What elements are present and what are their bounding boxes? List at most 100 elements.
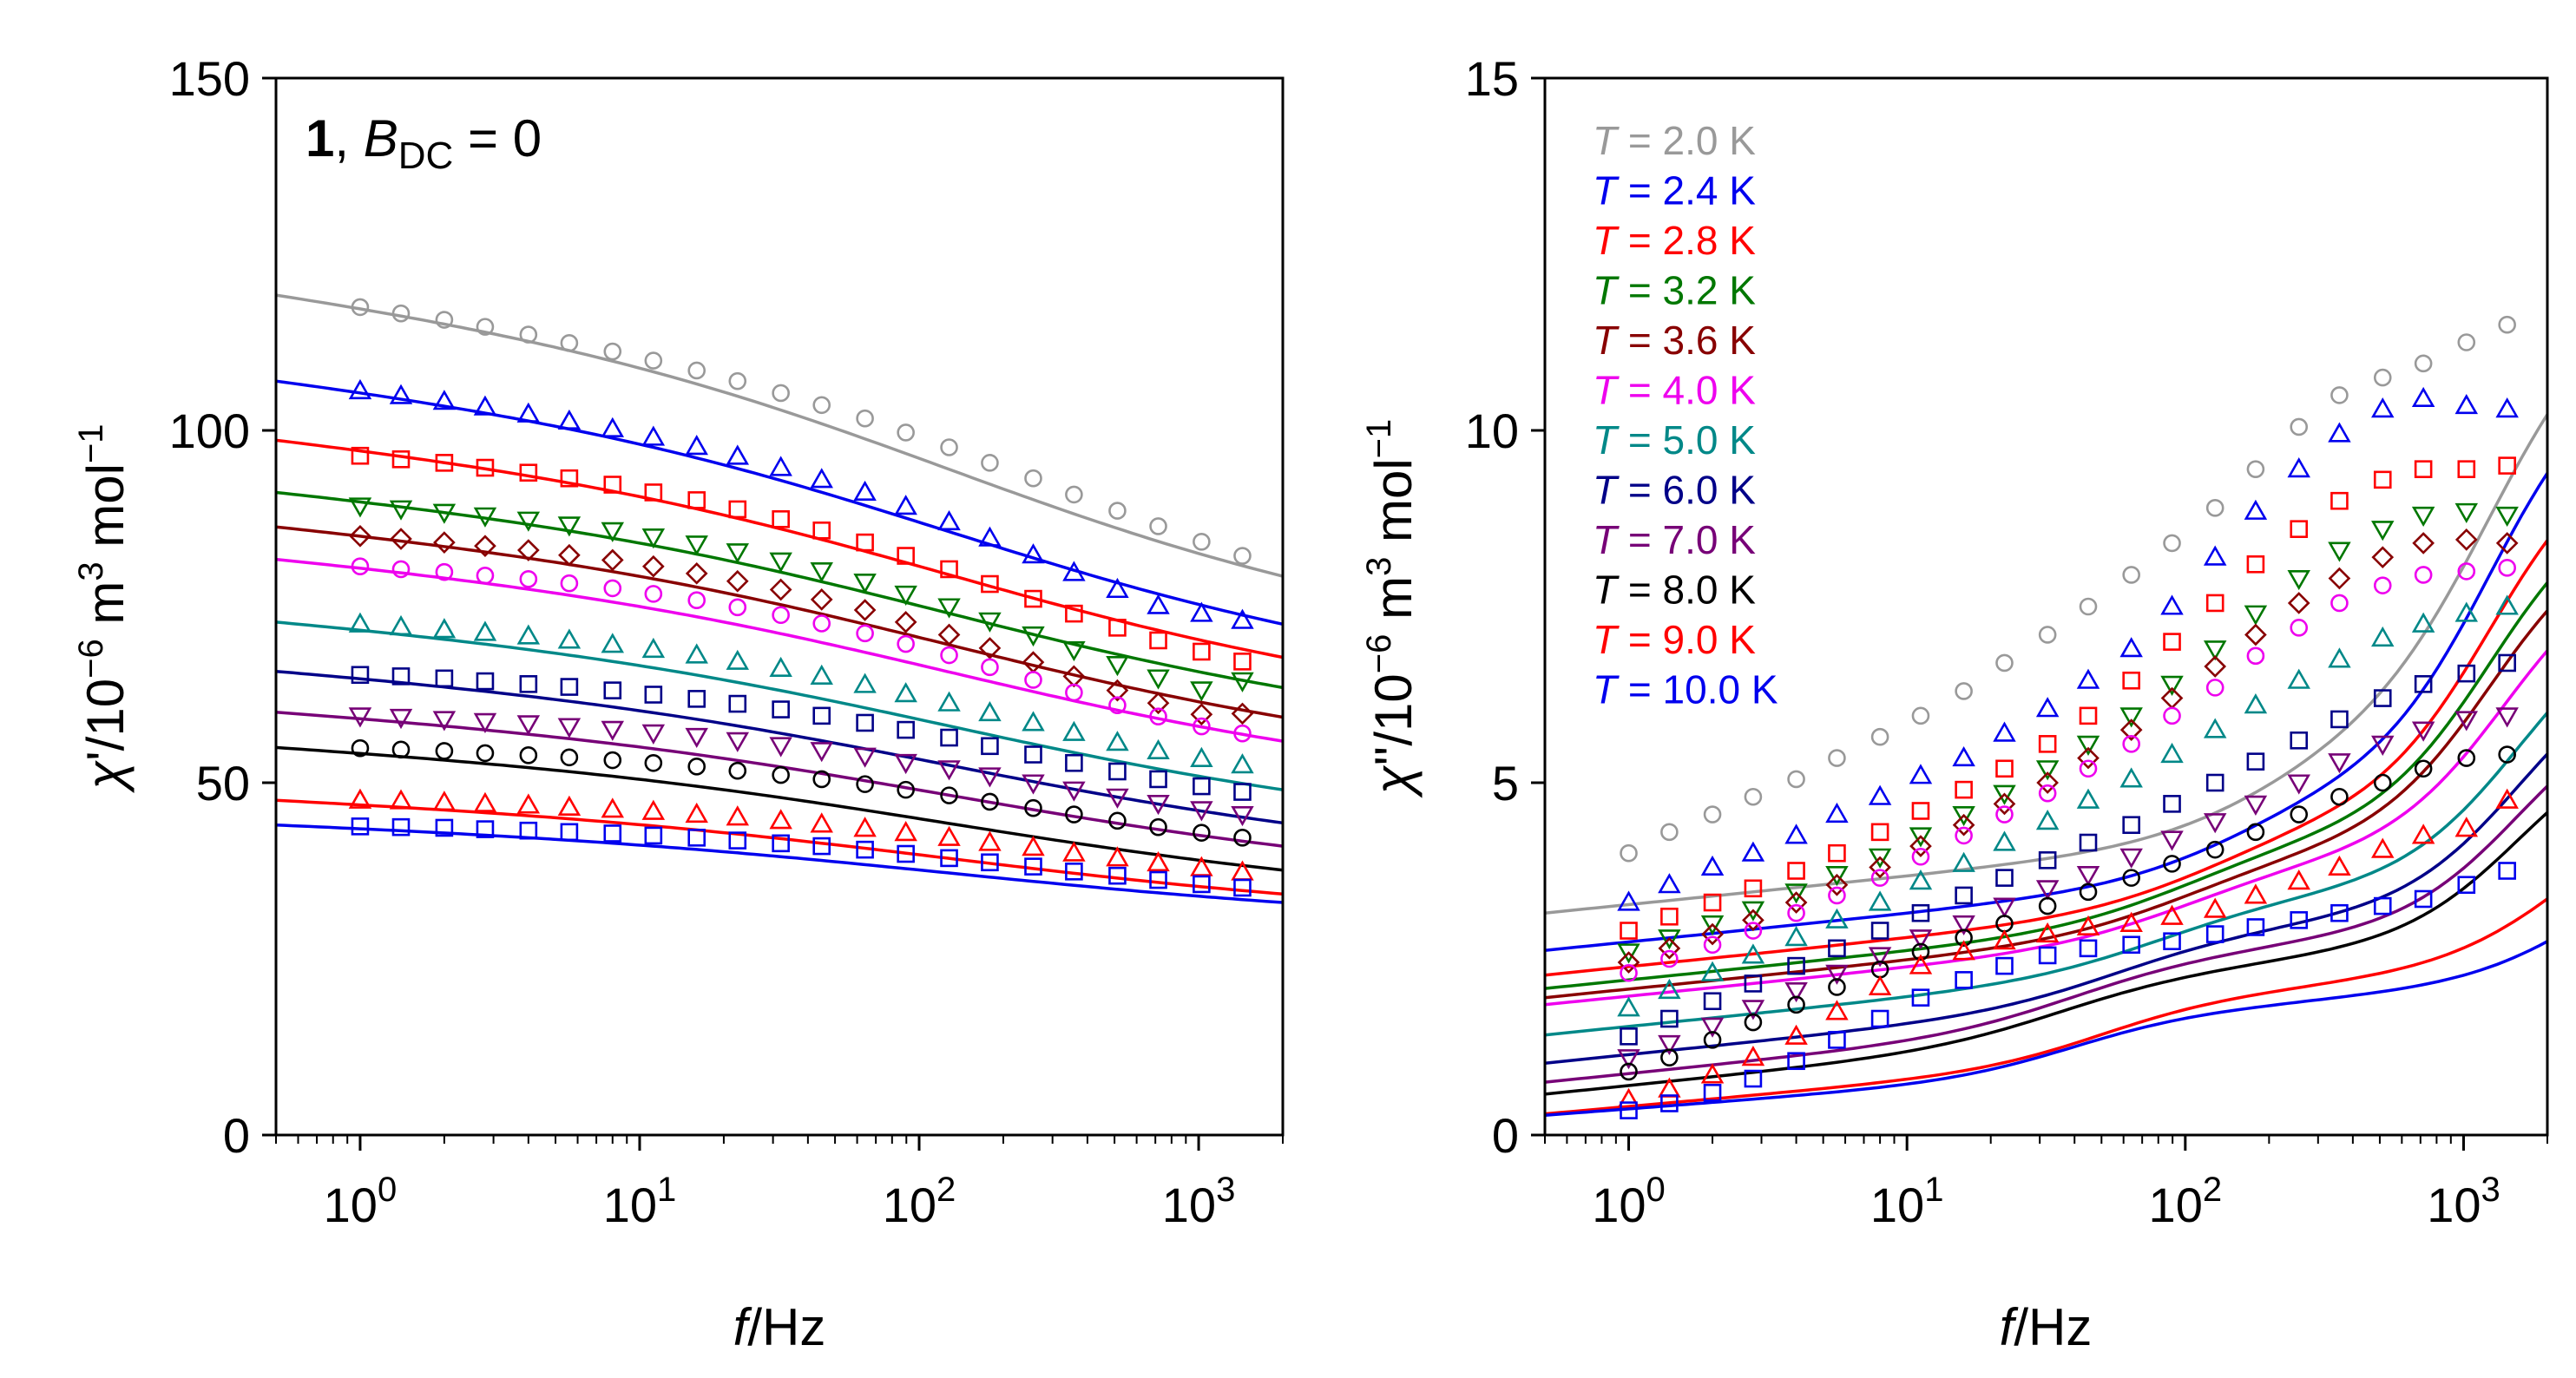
left-data-point <box>1190 801 1213 822</box>
left-panel-label: 1, BDC = 0 <box>306 109 542 177</box>
left-data-point <box>519 821 538 840</box>
right-data-point <box>1787 956 1805 975</box>
right-x-label-unit: /Hz <box>2014 1298 2092 1356</box>
right-data-point <box>1658 929 1681 950</box>
right-data-point <box>2498 456 2516 475</box>
left-data-point <box>940 786 958 804</box>
left-data-point <box>1108 619 1127 637</box>
left-data-point <box>772 510 790 528</box>
right-y-axis-label: χ''/10−6 m3 mol−1 <box>1360 419 1423 799</box>
left-data-point <box>1233 653 1252 671</box>
right-series-11 <box>1544 788 2549 1116</box>
left-data-point <box>1024 589 1042 608</box>
right-data-point <box>1741 901 1765 922</box>
right-data-point <box>2119 637 2143 658</box>
right-fit-curve <box>1544 649 2549 1007</box>
right-data-point <box>1909 869 1933 890</box>
right-data-point <box>1952 851 1975 872</box>
right-data-point <box>2411 386 2435 408</box>
right-data-point <box>2122 566 2140 584</box>
right-data-point <box>1993 897 2016 918</box>
left-data-point <box>810 588 833 611</box>
left-data-point <box>894 495 917 515</box>
left-data-point <box>1233 829 1252 847</box>
left-data-point <box>1022 836 1045 856</box>
left-data-point <box>1024 745 1042 764</box>
left-data-point <box>769 809 792 830</box>
right-data-point <box>2495 506 2519 528</box>
left-x-tick-label: 102 <box>883 1171 956 1232</box>
right-data-point <box>1828 939 1846 958</box>
left-data-point <box>685 561 708 585</box>
right-data-point <box>1828 886 1846 905</box>
right-data-point <box>2035 880 2060 901</box>
right-data-point <box>1658 978 1681 1000</box>
left-data-point <box>435 311 454 329</box>
left-data-point <box>435 454 454 472</box>
left-data-point <box>687 690 706 708</box>
left-data-point <box>810 562 833 583</box>
left-data-point <box>473 620 497 641</box>
left-series-5 <box>275 524 1284 726</box>
left-data-point <box>432 503 457 524</box>
left-data-point <box>853 747 877 768</box>
right-data-point <box>1620 1062 1638 1081</box>
left-data-point <box>435 742 454 760</box>
right-data-point <box>1909 835 1932 857</box>
right-data-point <box>1911 942 1930 961</box>
left-data-point <box>940 646 958 665</box>
left-data-point <box>557 628 582 649</box>
left-data-point <box>432 618 457 639</box>
left-data-point <box>1233 547 1252 565</box>
left-panel-label-rest: = 0 <box>453 109 542 167</box>
left-data-point <box>856 533 874 552</box>
right-data-point <box>1995 653 2014 673</box>
right-data-point <box>2414 354 2433 373</box>
right-series-layer <box>1544 315 2549 1119</box>
right-data-point <box>2287 457 2310 478</box>
left-x-tick-label: 101 <box>603 1171 677 1232</box>
right-data-point <box>1825 908 1849 929</box>
left-series-7 <box>275 612 1284 791</box>
left-data-point <box>897 844 915 863</box>
right-data-point <box>1617 943 1640 964</box>
left-data-point <box>978 767 1002 788</box>
left-data-point <box>685 802 708 824</box>
right-data-point <box>1911 903 1930 922</box>
left-data-point <box>603 579 622 598</box>
left-data-point <box>769 552 792 573</box>
left-data-point <box>1231 608 1254 629</box>
right-series-1 <box>1544 315 2549 915</box>
right-data-point <box>2076 788 2100 809</box>
right-data-point <box>2454 601 2479 622</box>
right-data-point <box>2163 932 2181 950</box>
left-data-point <box>1231 753 1254 774</box>
right-data-point <box>2287 668 2310 689</box>
left-data-point <box>769 578 792 601</box>
right-data-point <box>2287 869 2310 890</box>
right-data-point <box>1870 823 1889 842</box>
left-data-point <box>853 574 877 594</box>
left-data-point <box>726 569 749 593</box>
left-data-point <box>516 511 541 532</box>
left-data-point <box>940 849 958 868</box>
right-data-point <box>1955 780 1973 799</box>
left-data-point <box>1193 532 1211 551</box>
right-data-point <box>1617 1049 1640 1070</box>
right-data-point <box>2498 745 2516 764</box>
left-fit-curve <box>275 490 1284 690</box>
right-data-point <box>1911 802 1930 820</box>
right-data-point <box>2036 771 2059 794</box>
right-data-point <box>1700 855 1725 876</box>
right-data-point <box>2079 706 2098 725</box>
left-data-point <box>476 672 495 691</box>
left-data-point <box>603 824 622 843</box>
right-data-point <box>2457 562 2476 581</box>
left-data-point <box>560 469 579 488</box>
right-data-point <box>1784 1024 1808 1045</box>
right-data-point <box>2122 735 2140 753</box>
left-data-point <box>560 823 579 842</box>
left-y-label-unit: /10 <box>76 679 135 751</box>
left-data-point <box>812 614 831 633</box>
